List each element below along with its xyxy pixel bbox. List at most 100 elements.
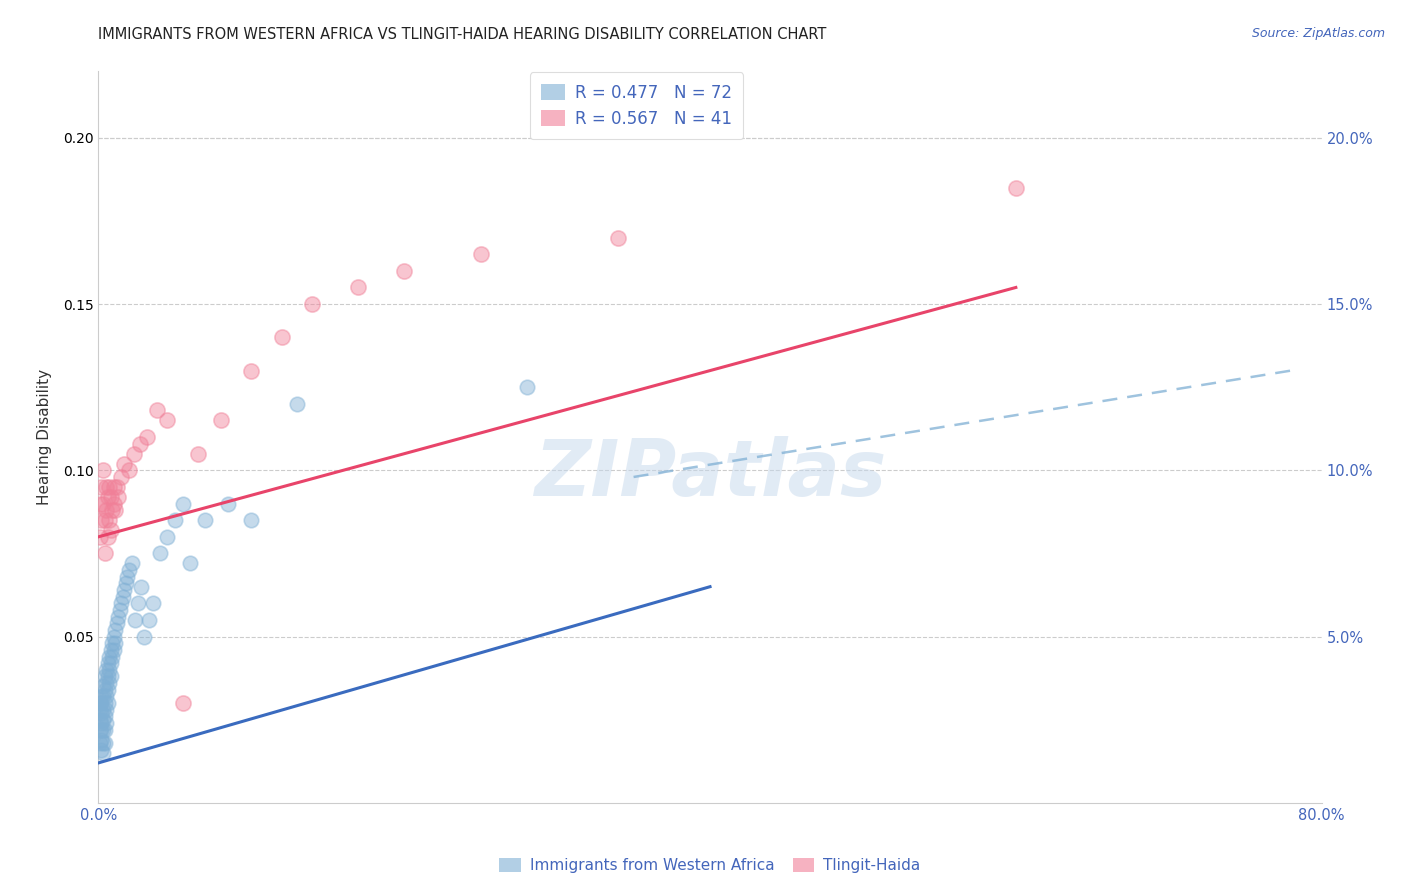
Point xyxy=(240,363,263,377)
Point xyxy=(134,630,156,644)
Point xyxy=(89,703,111,717)
Point xyxy=(187,447,209,461)
Point xyxy=(91,723,114,737)
Y-axis label: Hearing Disability: Hearing Disability xyxy=(37,369,52,505)
Point xyxy=(110,470,132,484)
Point xyxy=(194,513,217,527)
Point xyxy=(94,663,117,677)
Point xyxy=(93,723,115,737)
Point xyxy=(90,742,112,756)
Point xyxy=(97,490,120,504)
Point xyxy=(90,696,112,710)
Point xyxy=(122,447,145,461)
Point xyxy=(98,663,121,677)
Point xyxy=(91,463,114,477)
Point xyxy=(103,643,125,657)
Point xyxy=(121,557,143,571)
Point xyxy=(105,480,128,494)
Point xyxy=(347,280,370,294)
Point xyxy=(90,690,112,704)
Point xyxy=(111,590,134,604)
Point xyxy=(98,513,121,527)
Point xyxy=(97,682,120,697)
Point xyxy=(104,503,127,517)
Point xyxy=(138,613,160,627)
Point xyxy=(97,669,120,683)
Point xyxy=(89,723,111,737)
Point xyxy=(93,736,115,750)
Point xyxy=(607,230,630,244)
Point xyxy=(97,696,120,710)
Point xyxy=(89,736,111,750)
Point xyxy=(98,649,121,664)
Point xyxy=(89,696,111,710)
Point xyxy=(91,736,114,750)
Point xyxy=(91,680,114,694)
Point xyxy=(107,609,129,624)
Text: ZIPatlas: ZIPatlas xyxy=(534,435,886,512)
Point xyxy=(93,709,115,723)
Point xyxy=(127,596,149,610)
Point xyxy=(100,523,122,537)
Point xyxy=(91,703,114,717)
Point xyxy=(112,457,135,471)
Point xyxy=(118,563,141,577)
Point xyxy=(110,596,132,610)
Point xyxy=(91,746,114,760)
Point xyxy=(145,403,167,417)
Text: Source: ZipAtlas.com: Source: ZipAtlas.com xyxy=(1251,27,1385,40)
Point xyxy=(470,247,492,261)
Point xyxy=(163,513,186,527)
Point xyxy=(101,636,124,650)
Point xyxy=(97,530,120,544)
Point xyxy=(118,463,141,477)
Point xyxy=(90,480,112,494)
Point xyxy=(124,613,146,627)
Point xyxy=(101,649,124,664)
Point xyxy=(105,616,128,631)
Point xyxy=(285,397,308,411)
Point xyxy=(156,530,179,544)
Point xyxy=(136,430,159,444)
Point xyxy=(392,264,416,278)
Point xyxy=(128,436,150,450)
Point xyxy=(98,480,121,494)
Point xyxy=(93,696,115,710)
Point xyxy=(94,703,117,717)
Point xyxy=(104,623,127,637)
Point xyxy=(94,690,117,704)
Point xyxy=(89,713,111,727)
Point xyxy=(90,706,112,720)
Point xyxy=(301,297,323,311)
Point xyxy=(93,682,115,697)
Text: IMMIGRANTS FROM WESTERN AFRICA VS TLINGIT-HAIDA HEARING DISABILITY CORRELATION C: IMMIGRANTS FROM WESTERN AFRICA VS TLINGI… xyxy=(98,27,827,42)
Point xyxy=(172,696,194,710)
Point xyxy=(104,636,127,650)
Point xyxy=(103,497,125,511)
Point xyxy=(94,676,117,690)
Point xyxy=(90,716,112,731)
Point xyxy=(103,480,125,494)
Point xyxy=(209,413,232,427)
Point xyxy=(270,330,292,344)
Point xyxy=(101,503,124,517)
Point xyxy=(93,669,115,683)
Point xyxy=(115,576,138,591)
Point xyxy=(100,643,122,657)
Point xyxy=(100,656,122,670)
Point xyxy=(94,503,117,517)
Point xyxy=(103,630,125,644)
Point xyxy=(91,690,114,704)
Point xyxy=(100,669,122,683)
Point xyxy=(107,490,129,504)
Point xyxy=(172,497,194,511)
Point xyxy=(1004,180,1026,194)
Point xyxy=(516,380,538,394)
Point xyxy=(149,546,172,560)
Point xyxy=(217,497,239,511)
Point xyxy=(91,713,114,727)
Legend: Immigrants from Western Africa, Tlingit-Haida: Immigrants from Western Africa, Tlingit-… xyxy=(494,852,927,880)
Point xyxy=(100,490,122,504)
Point xyxy=(156,413,179,427)
Point xyxy=(90,723,112,737)
